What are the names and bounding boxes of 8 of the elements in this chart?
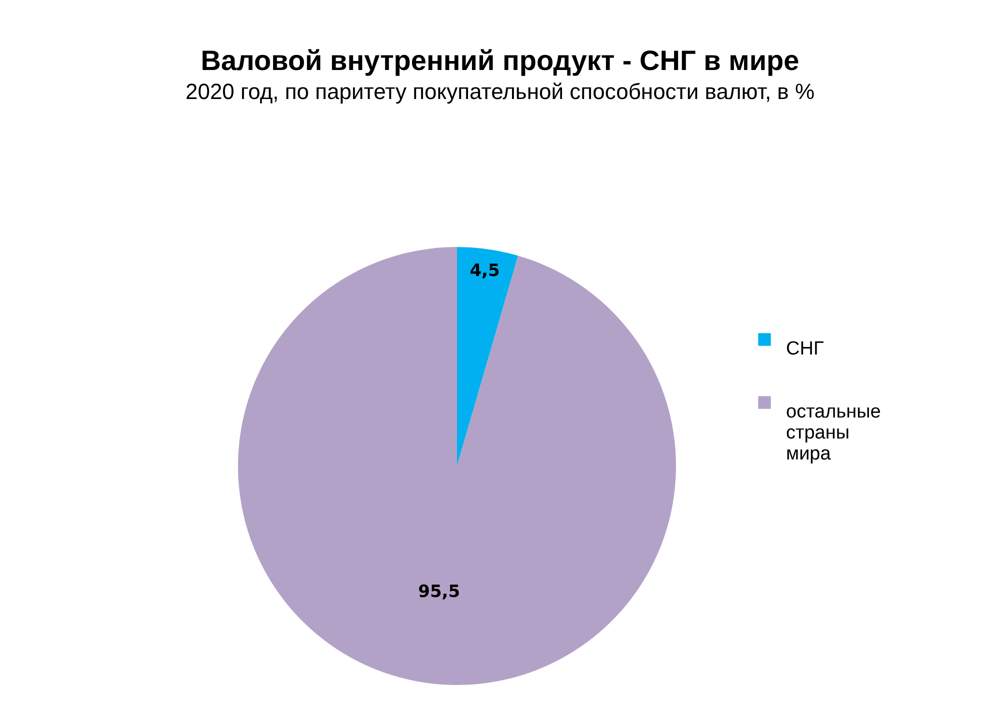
- legend-label: СНГ: [786, 338, 824, 360]
- pie-slice: [238, 247, 676, 685]
- legend-label: остальные страны мира: [786, 402, 881, 464]
- chart-subtitle: 2020 год, по паритету покупательной способности валют, в %: [185, 79, 815, 104]
- data-label: 95,5: [418, 582, 460, 602]
- data-label: 4,5: [470, 260, 500, 281]
- pie-slice: [457, 247, 518, 466]
- chart-title: Валовой внутренний продукт - СНГ в мире: [200, 45, 800, 76]
